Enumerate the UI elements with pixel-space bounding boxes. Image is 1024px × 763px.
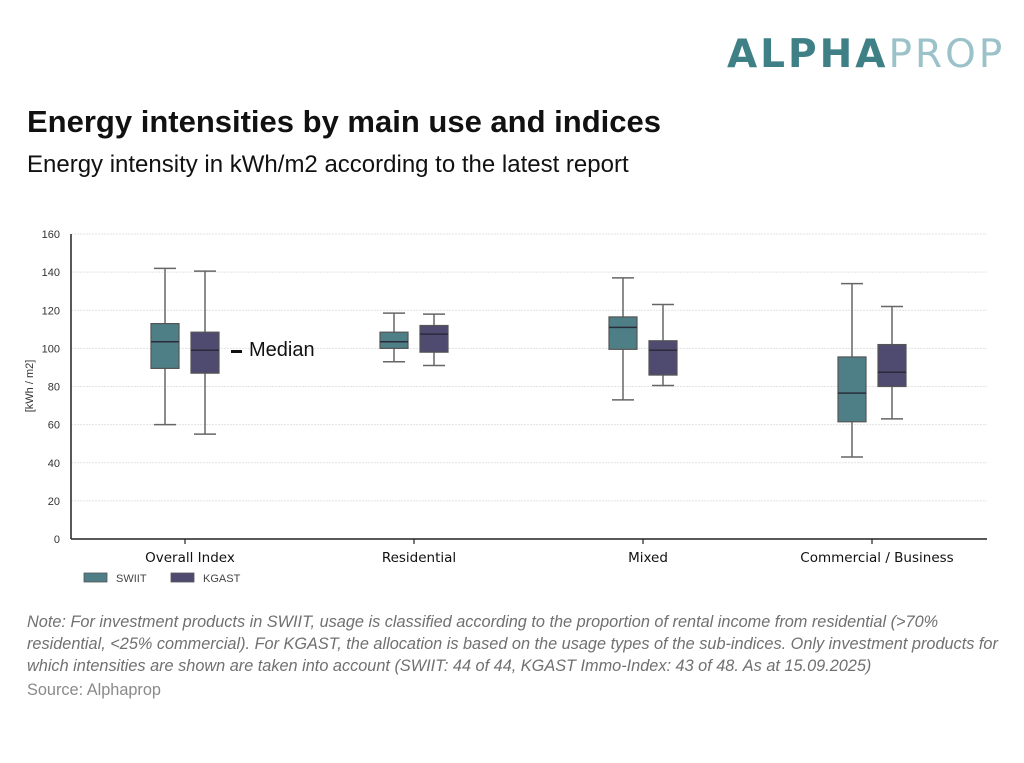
iqr-box xyxy=(419,324,449,353)
x-tick-label: Residential xyxy=(382,550,456,566)
box-swiit-2 xyxy=(608,277,638,401)
y-tick-label: 80 xyxy=(48,382,60,394)
box-swiit-0 xyxy=(150,267,180,426)
y-tick-label: 40 xyxy=(48,458,60,470)
axes xyxy=(70,234,987,544)
box-kgast-0 xyxy=(190,270,220,435)
y-tick-label: 100 xyxy=(42,343,60,355)
box-swiit-3 xyxy=(837,282,867,458)
box-series xyxy=(150,267,907,458)
median-annotation: Median xyxy=(249,339,315,361)
y-tick-labels: 0 20 40 60 80 100 120 140 160 xyxy=(42,229,60,546)
y-tick-label: 60 xyxy=(48,420,60,432)
x-tick-labels: Overall Index Residential Mixed Commercial … xyxy=(145,550,954,566)
y-tick-label: 0 xyxy=(54,534,60,546)
source-label: Source: Alphaprop xyxy=(27,681,161,699)
footnote: Note: For investment products in SWIIT, … xyxy=(27,613,998,675)
legend: SWIIT KGAST xyxy=(83,572,241,585)
legend-label: KGAST xyxy=(203,573,241,585)
median-legend-dash-icon xyxy=(231,350,242,353)
boxplot-chart: 0 20 40 60 80 100 120 140 160 [kWh / m2] Overall… xyxy=(24,229,987,585)
y-tick-label: 20 xyxy=(48,496,60,508)
chart-subtitle: Energy intensity in kWh/m2 according to … xyxy=(27,151,629,178)
alphaprop-logo: ALPHAPROP xyxy=(727,33,1005,77)
box-kgast-3 xyxy=(877,305,907,420)
iqr-box xyxy=(379,331,409,349)
box-swiit-1 xyxy=(379,312,409,363)
iqr-box xyxy=(608,316,638,350)
box-kgast-2 xyxy=(648,303,678,387)
gridlines xyxy=(71,233,987,502)
iqr-box xyxy=(837,356,867,423)
legend-swatch xyxy=(83,572,108,583)
y-axis-label: [kWh / m2] xyxy=(24,360,36,413)
legend-swatch xyxy=(170,572,195,583)
legend-item-kgast: KGAST xyxy=(170,572,241,585)
iqr-box xyxy=(150,322,180,369)
iqr-box xyxy=(648,340,678,376)
y-tick-label: 120 xyxy=(42,305,60,317)
iqr-box xyxy=(190,331,220,374)
logo-alpha: ALPHA xyxy=(727,32,889,77)
legend-label: SWIIT xyxy=(116,573,147,585)
x-tick-label: Commercial / Business xyxy=(800,550,953,566)
logo-prop: PROP xyxy=(888,32,1006,77)
y-tick-label: 140 xyxy=(42,267,60,279)
chart-title: Energy intensities by main use and indic… xyxy=(27,104,661,139)
legend-item-swiit: SWIIT xyxy=(83,572,147,585)
y-tick-label: 160 xyxy=(42,229,60,241)
box-kgast-1 xyxy=(419,313,449,367)
x-tick-label: Mixed xyxy=(628,550,668,566)
x-tick-label: Overall Index xyxy=(145,550,235,566)
iqr-box xyxy=(877,343,907,388)
